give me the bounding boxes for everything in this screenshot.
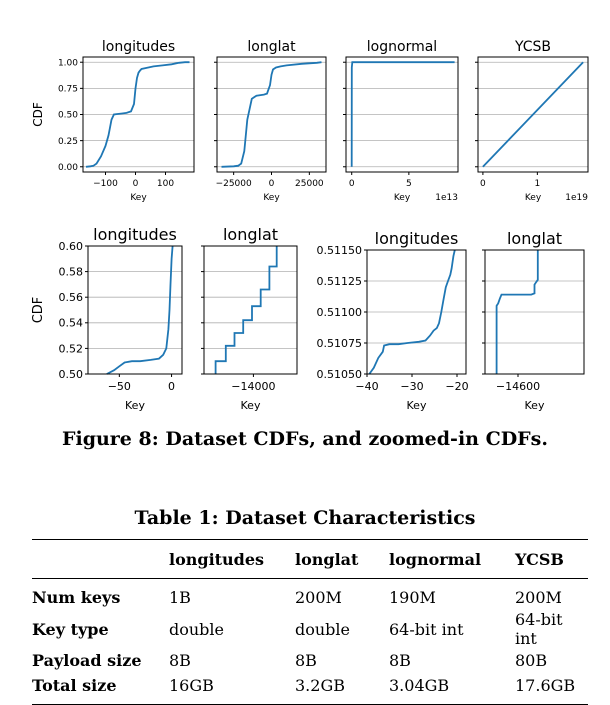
y-tick-label: 0.51050 <box>317 368 363 381</box>
dataset-characteristics-table: longitudes longlat lognormal YCSB Num ke… <box>32 539 588 705</box>
cdf-figure: 0.000.250.500.751.00−100 0 100longitudesKe… <box>31 39 589 412</box>
x-tick-label: 5 <box>406 179 412 189</box>
x-tick-label: 0 <box>168 380 175 393</box>
cdf-line <box>214 246 278 374</box>
row-label: Payload size <box>32 651 142 670</box>
y-tick-label: 1.00 <box>58 58 78 68</box>
subplot-title: lognormal <box>367 39 437 55</box>
table-cell: double <box>295 619 351 639</box>
subplot-title: YCSB <box>514 39 551 55</box>
y-tick-label: 0.51100 <box>317 306 363 319</box>
table-cell: 8B <box>389 651 411 670</box>
table-cell: 16GB <box>169 673 295 705</box>
cdf-line <box>368 249 456 375</box>
table-header-cell <box>32 539 169 579</box>
table-row: Key type double double 64-bit int 64-bit… <box>32 610 588 648</box>
table-cell: 80B <box>515 651 548 670</box>
cdf-line <box>482 61 584 168</box>
y-axis-label: CDF <box>31 297 46 324</box>
x-tick-label: 0 <box>349 179 355 189</box>
x-axis-label: Key <box>263 193 280 203</box>
table-cell: 1B <box>169 588 191 607</box>
table-row: Payload size 8B 8B 8B 80B <box>32 648 588 673</box>
y-tick-label: 0.51125 <box>317 275 363 288</box>
table-row: Total size 16GB 3.2GB 3.04GB 17.6GB <box>32 673 588 705</box>
figure-caption: Figure 8: Dataset CDFs, and zoomed-in CD… <box>61 428 548 450</box>
table-header-cell: longitudes <box>169 539 295 579</box>
x-tick-label: −14000 <box>231 380 275 393</box>
x-axis-label: Key <box>407 399 427 412</box>
y-tick-label: 0.00 <box>58 163 78 173</box>
y-tick-label: 0.60 <box>59 240 84 253</box>
table-cell: 64-bit int <box>515 610 563 648</box>
x-tick-label: −14600 <box>496 380 540 393</box>
x-tick-label: −40 <box>355 380 378 393</box>
x-tick-label: 0 <box>480 179 486 189</box>
y-tick-label: 0.50 <box>58 111 78 121</box>
x-offset-label: 1e13 <box>435 193 458 203</box>
table-cell: 8B <box>169 651 191 670</box>
x-tick-label: −25000 <box>216 179 252 189</box>
x-axis-label: Key <box>241 399 261 412</box>
table-header-cell: longlat <box>295 539 389 579</box>
x-tick-label: −100 <box>93 179 118 189</box>
plot-frame <box>203 245 298 375</box>
x-offset-label: 1e19 <box>565 193 588 203</box>
cdf-line <box>350 61 455 167</box>
x-tick-label: 25000 <box>295 179 324 189</box>
cdf-line <box>85 61 190 168</box>
x-tick-label: 0 <box>269 179 275 189</box>
table-header-cell: YCSB <box>515 539 588 579</box>
table-cell: 190M <box>389 588 436 607</box>
x-axis-label: Key <box>394 193 411 203</box>
table-cell: 8B <box>295 651 317 670</box>
table-cell: 3.2GB <box>295 673 389 705</box>
x-tick-label: 100 <box>157 179 174 189</box>
table-header-row: longitudes longlat lognormal YCSB <box>32 539 588 579</box>
x-tick-label: −50 <box>108 380 131 393</box>
table-row: Num keys 1B 200M 190M 200M <box>32 579 588 611</box>
table-cell: double <box>169 619 225 639</box>
subplot-title: longitudes <box>102 39 175 55</box>
y-tick-label: 0.75 <box>58 85 78 95</box>
table-cell: 3.04GB <box>389 673 515 705</box>
y-axis-label: CDF <box>31 102 45 127</box>
row-label: Key type <box>32 619 109 639</box>
y-tick-label: 0.54 <box>59 317 84 330</box>
subplot-title: longlat <box>247 39 296 55</box>
y-tick-label: 0.58 <box>59 265 84 278</box>
subplot-title: longlat <box>507 229 562 248</box>
y-tick-label: 0.51075 <box>317 337 363 350</box>
row-label: Total size <box>32 673 169 705</box>
plot-frame <box>87 245 183 375</box>
cdf-line <box>495 250 539 374</box>
table-header-cell: lognormal <box>389 539 515 579</box>
subplot-title: longitudes <box>93 225 177 244</box>
cdf-line <box>221 61 322 168</box>
y-tick-label: 0.50 <box>59 368 84 381</box>
x-tick-label: 1 <box>534 179 540 189</box>
table-cell: 64-bit int <box>389 619 464 639</box>
row-label: Num keys <box>32 588 121 607</box>
table-cell: 200M <box>295 588 342 607</box>
subplot-title: longlat <box>223 225 278 244</box>
table-caption: Table 1: Dataset Characteristics <box>134 507 476 529</box>
table-cell: 200M <box>515 588 562 607</box>
cdf-line <box>106 245 174 375</box>
x-tick-label: −20 <box>445 380 468 393</box>
table-cell: 17.6GB <box>515 673 588 705</box>
x-axis-label: Key <box>125 399 145 412</box>
x-axis-label: Key <box>525 399 545 412</box>
y-tick-label: 0.56 <box>59 291 84 304</box>
x-axis-label: Key <box>130 193 147 203</box>
x-tick-label: −30 <box>400 380 423 393</box>
y-tick-label: 0.52 <box>59 342 84 355</box>
y-tick-label: 0.51150 <box>317 244 363 257</box>
subplot-title: longitudes <box>375 229 459 248</box>
x-tick-label: 0 <box>133 179 139 189</box>
x-axis-label: Key <box>525 193 542 203</box>
y-tick-label: 0.25 <box>58 137 78 147</box>
